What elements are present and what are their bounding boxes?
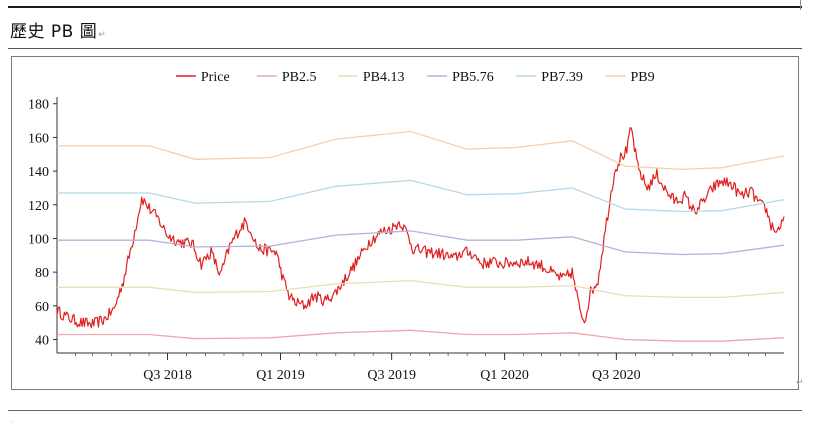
series-line-pb2-5 [57, 329, 785, 342]
legend-label-pb5-76: PB5.76 [452, 70, 494, 85]
series-line-pb5-76 [57, 230, 785, 256]
y-tick-label: 40 [35, 334, 49, 349]
legend-label-pb2-5: PB2.5 [282, 70, 317, 85]
y-tick-label: 60 [35, 300, 49, 315]
section-heading: 歷史 PB 圖↵ [10, 17, 106, 42]
x-tick-label: Q1 2019 [256, 368, 305, 383]
legend-label-pb7-39: PB7.39 [541, 70, 583, 85]
y-tick-label: 180 [28, 98, 49, 113]
paragraph-mark-icon: ↵ [98, 30, 107, 40]
y-tick-label: 140 [28, 165, 49, 180]
top-rule [8, 6, 802, 8]
legend-label-pb4-13: PB4.13 [363, 70, 405, 85]
paragraph-mark-icon: ↵ [796, 378, 804, 388]
pb-chart: 40 60 80 100 120 140 160 180 Q3 2018 Q1 2019 Q3 20… [28, 70, 785, 383]
series-line-price [56, 127, 785, 329]
heading-underline [8, 48, 802, 49]
x-tick-label: Q1 2020 [480, 368, 529, 383]
y-tick-label: 100 [28, 232, 49, 247]
x-tick-label: Q3 2019 [367, 368, 416, 383]
series-line-pb9 [57, 130, 785, 171]
y-tick-label: 80 [35, 266, 49, 281]
legend-label-pb9: PB9 [631, 70, 655, 85]
y-tick-label: 120 [28, 199, 49, 214]
y-tick-label: 160 [28, 131, 49, 146]
series-line-pb7-39 [57, 179, 785, 213]
bottom-rule [8, 410, 802, 411]
x-tick-label: Q3 2020 [592, 368, 641, 383]
legend-label-price: Price [201, 70, 230, 85]
series-line-pb4-13 [57, 279, 785, 299]
section-heading-text: 歷史 PB 圖 [10, 22, 98, 42]
x-tick-label: Q3 2018 [143, 368, 192, 383]
paragraph-mark-icon: · [10, 418, 13, 428]
pb-chart-frame: 40 60 80 100 120 140 160 180 Q3 2018 Q1 2019 Q3 20… [11, 56, 799, 390]
top-corner-tick [800, 0, 801, 10]
